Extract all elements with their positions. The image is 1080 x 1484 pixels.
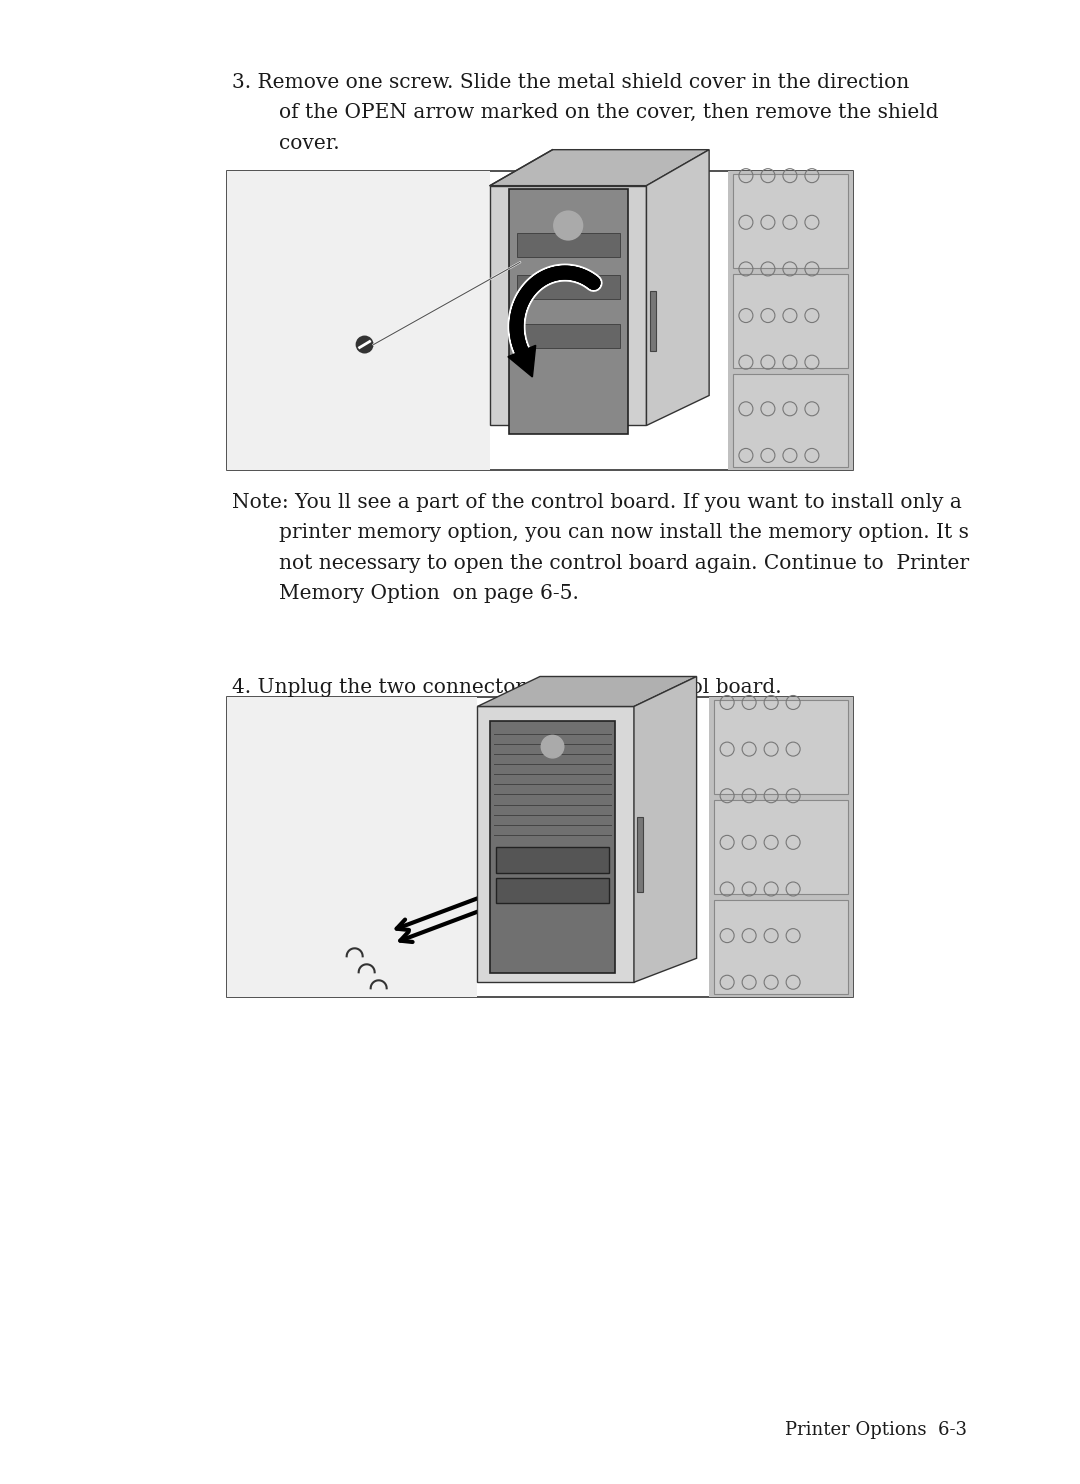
Polygon shape <box>634 677 697 982</box>
Polygon shape <box>490 186 647 426</box>
Bar <box>227 697 853 997</box>
Bar <box>650 291 656 350</box>
Text: Memory Option  on page 6-5.: Memory Option on page 6-5. <box>279 583 579 603</box>
Text: cover.: cover. <box>279 134 339 153</box>
Text: of the OPEN arrow marked on the cover, then remove the shield: of the OPEN arrow marked on the cover, t… <box>279 104 939 122</box>
Bar <box>490 721 616 974</box>
Bar <box>227 697 477 997</box>
Bar <box>714 700 848 794</box>
Circle shape <box>554 211 582 240</box>
Bar <box>714 901 848 994</box>
Bar <box>733 273 848 368</box>
Text: not necessary to open the control board again. Continue to  Printer: not necessary to open the control board … <box>279 554 969 573</box>
Bar <box>496 847 609 873</box>
Circle shape <box>355 335 374 353</box>
Polygon shape <box>508 346 536 377</box>
Circle shape <box>541 736 564 758</box>
Polygon shape <box>477 677 697 706</box>
Bar <box>733 174 848 267</box>
Bar <box>227 171 853 470</box>
Text: 3. Remove one screw. Slide the metal shield cover in the direction: 3. Remove one screw. Slide the metal shi… <box>232 73 909 92</box>
Polygon shape <box>490 150 710 186</box>
Bar <box>516 324 620 349</box>
Bar <box>496 877 609 902</box>
Bar <box>516 275 620 300</box>
Bar <box>509 188 627 435</box>
Text: Note: You ll see a part of the control board. If you want to install only a: Note: You ll see a part of the control b… <box>232 493 962 512</box>
Bar <box>710 697 853 997</box>
Text: Printer Options  6-3: Printer Options 6-3 <box>784 1422 967 1439</box>
Polygon shape <box>477 706 634 982</box>
Bar <box>733 374 848 467</box>
Bar <box>227 171 490 470</box>
Text: 4. Unplug the two connectors from the control board.: 4. Unplug the two connectors from the co… <box>232 678 782 697</box>
Text: printer memory option, you can now install the memory option. It s: printer memory option, you can now insta… <box>279 522 969 542</box>
Bar <box>637 818 643 892</box>
Polygon shape <box>647 150 710 426</box>
Bar <box>728 171 853 470</box>
Bar <box>516 233 620 257</box>
Bar <box>714 800 848 895</box>
